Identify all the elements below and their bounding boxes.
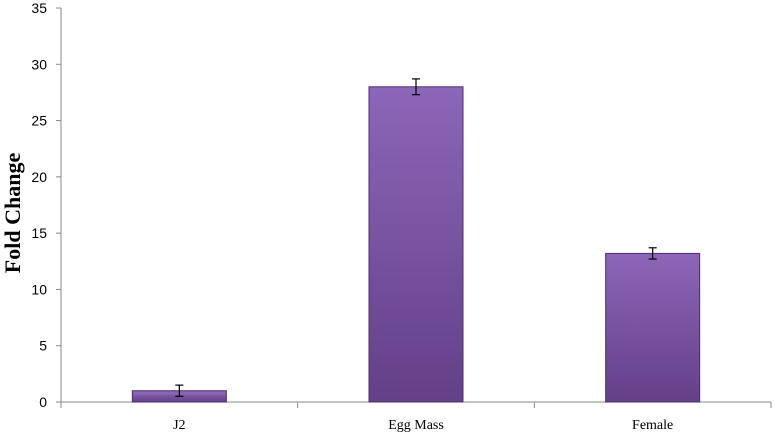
- y-tick-label: 15: [31, 225, 47, 241]
- y-tick-label: 35: [31, 0, 47, 16]
- x-category-label: Egg Mass: [388, 418, 444, 433]
- bar-egg-mass: [368, 86, 464, 403]
- error-bars-group: [175, 78, 657, 397]
- y-axis-title: Fold Change: [0, 153, 25, 274]
- y-tick-label: 5: [39, 338, 47, 354]
- y-tick-label: 0: [39, 394, 47, 410]
- y-tick-label: 30: [31, 56, 47, 72]
- y-tick-label: 25: [31, 113, 47, 129]
- x-category-label: Female: [632, 418, 673, 433]
- x-category-label: J2: [173, 418, 185, 433]
- bars-group: [131, 86, 701, 403]
- x-axis: J2 Egg Mass Female: [60, 401, 772, 433]
- y-tick-label: 10: [31, 281, 47, 297]
- y-tick-label: 20: [31, 169, 47, 185]
- bar-female: [605, 252, 701, 403]
- y-axis: 0 5 10 15 20 25 30 35: [31, 0, 62, 410]
